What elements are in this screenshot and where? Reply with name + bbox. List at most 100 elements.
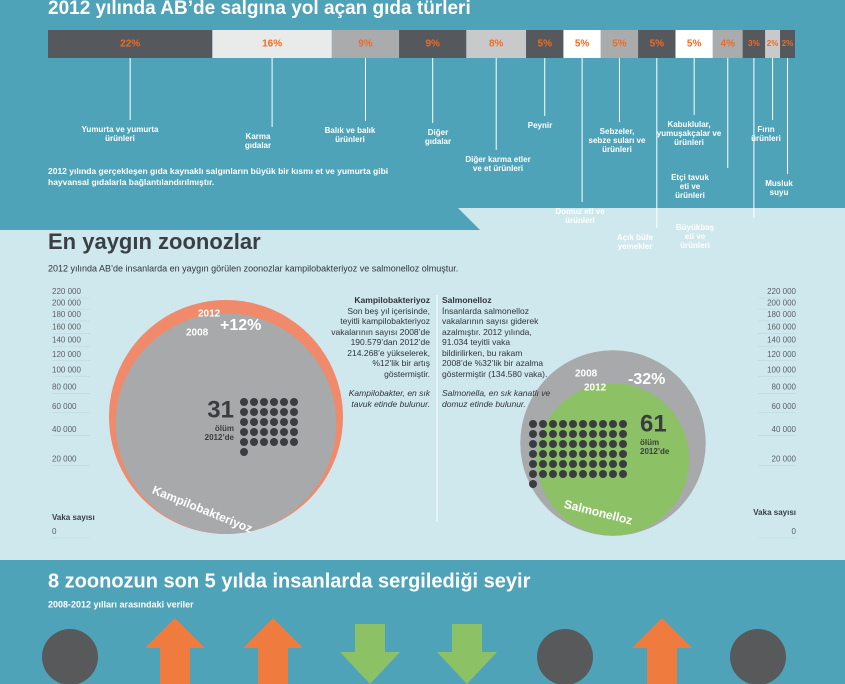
death-dot: [589, 470, 597, 478]
section-subtitle: 2012 yılında AB’de insanlarda en yaygın …: [48, 263, 458, 273]
death-dot: [250, 418, 258, 426]
death-dot: [549, 460, 557, 468]
death-dot: [260, 418, 268, 426]
category-label: Fırın: [757, 125, 774, 134]
bar-segment: [526, 30, 564, 58]
death-dot: [619, 440, 627, 448]
value-label: 9%: [425, 39, 440, 50]
category-label: Karma: [246, 132, 271, 141]
death-dot: [589, 460, 597, 468]
y-tick-label: 220 000: [767, 287, 796, 296]
death-dot: [589, 440, 597, 448]
death-dot: [619, 460, 627, 468]
death-dot: [579, 440, 587, 448]
bar-segment: [563, 30, 601, 58]
death-dot: [599, 430, 607, 438]
food-note: 2012 yılında gerçekleşen gıda kaynaklı s…: [48, 166, 389, 187]
category-label: eti ve: [685, 232, 706, 241]
stable-icon: [42, 629, 98, 684]
year-label: 2008: [186, 328, 209, 339]
heading: Salmonelloz: [442, 295, 492, 305]
death-count: 61: [640, 410, 667, 437]
death-dot: [270, 418, 278, 426]
section-title: 8 zoonozun son 5 yılda insanlarda sergil…: [48, 570, 531, 592]
category-label: yemekler: [618, 242, 653, 251]
death-dot: [589, 450, 597, 458]
death-dot: [529, 480, 537, 488]
up-arrow: [145, 618, 205, 684]
value-label: 5%: [538, 39, 553, 50]
category-label: sebze suları ve: [589, 136, 646, 145]
death-dot: [539, 470, 547, 478]
category-label: Açık büfe: [617, 233, 654, 242]
year-label: 2012: [198, 309, 221, 320]
y-tick-label: 180 000: [767, 310, 796, 319]
y-tick-label: 20 000: [52, 455, 77, 464]
death-dot: [579, 430, 587, 438]
death-dot: [250, 438, 258, 446]
death-dot: [270, 398, 278, 406]
category-label: ürünleri: [565, 216, 595, 225]
death-dot: [609, 420, 617, 428]
category-label: ürünleri: [680, 241, 710, 250]
death-dot: [579, 470, 587, 478]
inner-circle: [115, 313, 337, 534]
y-tick-label: 40 000: [52, 425, 77, 434]
y-tick-label: 20 000: [772, 455, 797, 464]
death-dot: [240, 428, 248, 436]
y-tick-label: 200 000: [767, 298, 796, 307]
death-dot: [569, 430, 577, 438]
value-label: 22%: [120, 39, 140, 50]
change-label: -32%: [628, 371, 665, 388]
death-dot: [559, 440, 567, 448]
value-label: 2%: [767, 39, 779, 48]
death-dot: [260, 428, 268, 436]
body: Son beş yıl içerisinde, teyitli kampilob…: [331, 305, 430, 379]
y-tick-label: 160 000: [52, 322, 81, 331]
death-dot: [609, 450, 617, 458]
category-label: Musluk: [765, 179, 793, 188]
bar-segment: [675, 30, 713, 58]
note: Salmonella, en sık kanatlı ve domuz etin…: [442, 388, 551, 409]
death-dot: [250, 398, 258, 406]
value-label: 2%: [782, 39, 794, 48]
category-label: Sebzeler,: [600, 127, 635, 136]
year-label: 2012: [584, 383, 607, 394]
value-label: 5%: [612, 39, 627, 50]
category-label: yumuşakçalar ve: [657, 129, 722, 138]
category-label: Etçi tavuk: [671, 173, 709, 182]
y-tick-label: 80 000: [772, 382, 797, 391]
value-label: 5%: [650, 39, 665, 50]
bar-segment: [765, 30, 781, 58]
campylo-text: Kampilobakteriyoz Son beş yıl içerisinde…: [330, 295, 430, 409]
value-label: 5%: [687, 39, 702, 50]
death-dot: [619, 430, 627, 438]
death-dot: [579, 420, 587, 428]
category-label: ürünleri: [105, 134, 135, 143]
death-dot: [539, 430, 547, 438]
salmonella-text: Salmonelloz İnsanlarda salmonelloz vakal…: [442, 295, 554, 409]
death-dot: [559, 450, 567, 458]
stable-icon: [730, 629, 786, 684]
down-arrow: [437, 624, 497, 684]
value-label: 8%: [489, 39, 504, 50]
death-dot: [569, 460, 577, 468]
year-label: 2008: [575, 369, 598, 380]
death-dot: [569, 470, 577, 478]
death-dot: [260, 408, 268, 416]
category-label: gıdalar: [245, 141, 271, 150]
y-tick-label: 180 000: [52, 310, 81, 319]
death-dot: [270, 438, 278, 446]
up-arrow: [632, 618, 692, 684]
death-dot: [290, 428, 298, 436]
y-tick-label: 60 000: [52, 402, 77, 411]
death-dot: [529, 470, 537, 478]
y-tick-label: 160 000: [767, 322, 796, 331]
death-dot: [599, 420, 607, 428]
category-label: ürünleri: [602, 145, 632, 154]
y-tick-label: 100 000: [767, 365, 796, 374]
value-label: 16%: [262, 39, 282, 50]
y-tick-label: 120 000: [767, 350, 796, 359]
category-label: Kabuklular,: [667, 120, 710, 129]
